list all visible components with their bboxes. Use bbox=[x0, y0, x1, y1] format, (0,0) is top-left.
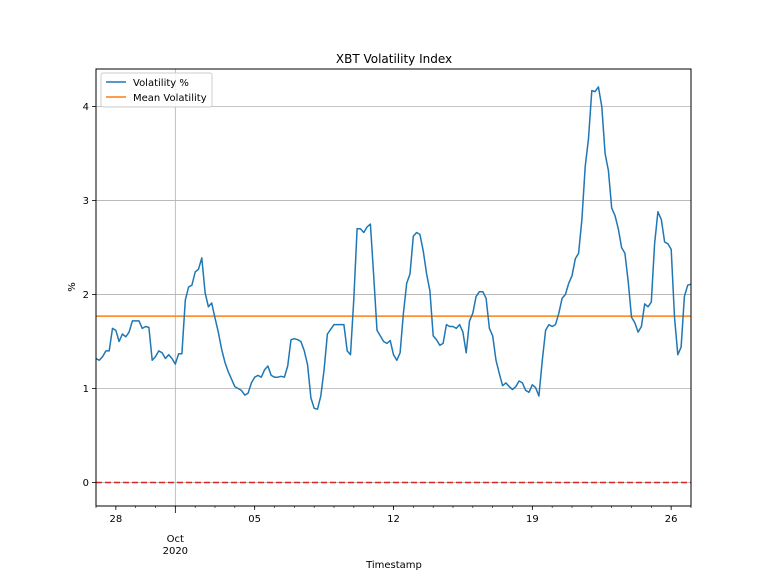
volatility-series-line bbox=[95, 86, 692, 410]
y-tick-label: 3 bbox=[83, 196, 89, 207]
chart-title: XBT Volatility Index bbox=[336, 52, 452, 66]
x-tick-sublabel: 2020 bbox=[163, 546, 188, 557]
plot-frame bbox=[95, 68, 692, 507]
legend: Volatility % Mean Volatility bbox=[100, 72, 213, 108]
legend-label-volatility: Volatility % bbox=[133, 78, 189, 89]
y-tick-label: 4 bbox=[83, 102, 89, 113]
x-tick-label: 05 bbox=[248, 514, 261, 525]
x-tick-label: Oct bbox=[167, 534, 184, 545]
y-tick-label: 0 bbox=[83, 478, 89, 489]
series-layer bbox=[95, 86, 692, 484]
x-tick-label: 12 bbox=[387, 514, 400, 525]
x-axis-label: Timestamp bbox=[365, 560, 422, 571]
x-tick-label: 28 bbox=[109, 514, 122, 525]
x-tick-label: 19 bbox=[526, 514, 539, 525]
x-tick-label: 26 bbox=[665, 514, 678, 525]
y-axis-label: % bbox=[67, 282, 78, 292]
legend-box bbox=[100, 72, 213, 108]
y-axis: 0 1 2 3 4 bbox=[83, 102, 96, 489]
y-tick-label: 2 bbox=[83, 290, 89, 301]
grid-lines bbox=[96, 69, 691, 506]
y-tick-label: 1 bbox=[83, 384, 89, 395]
legend-label-mean: Mean Volatility bbox=[133, 93, 207, 104]
